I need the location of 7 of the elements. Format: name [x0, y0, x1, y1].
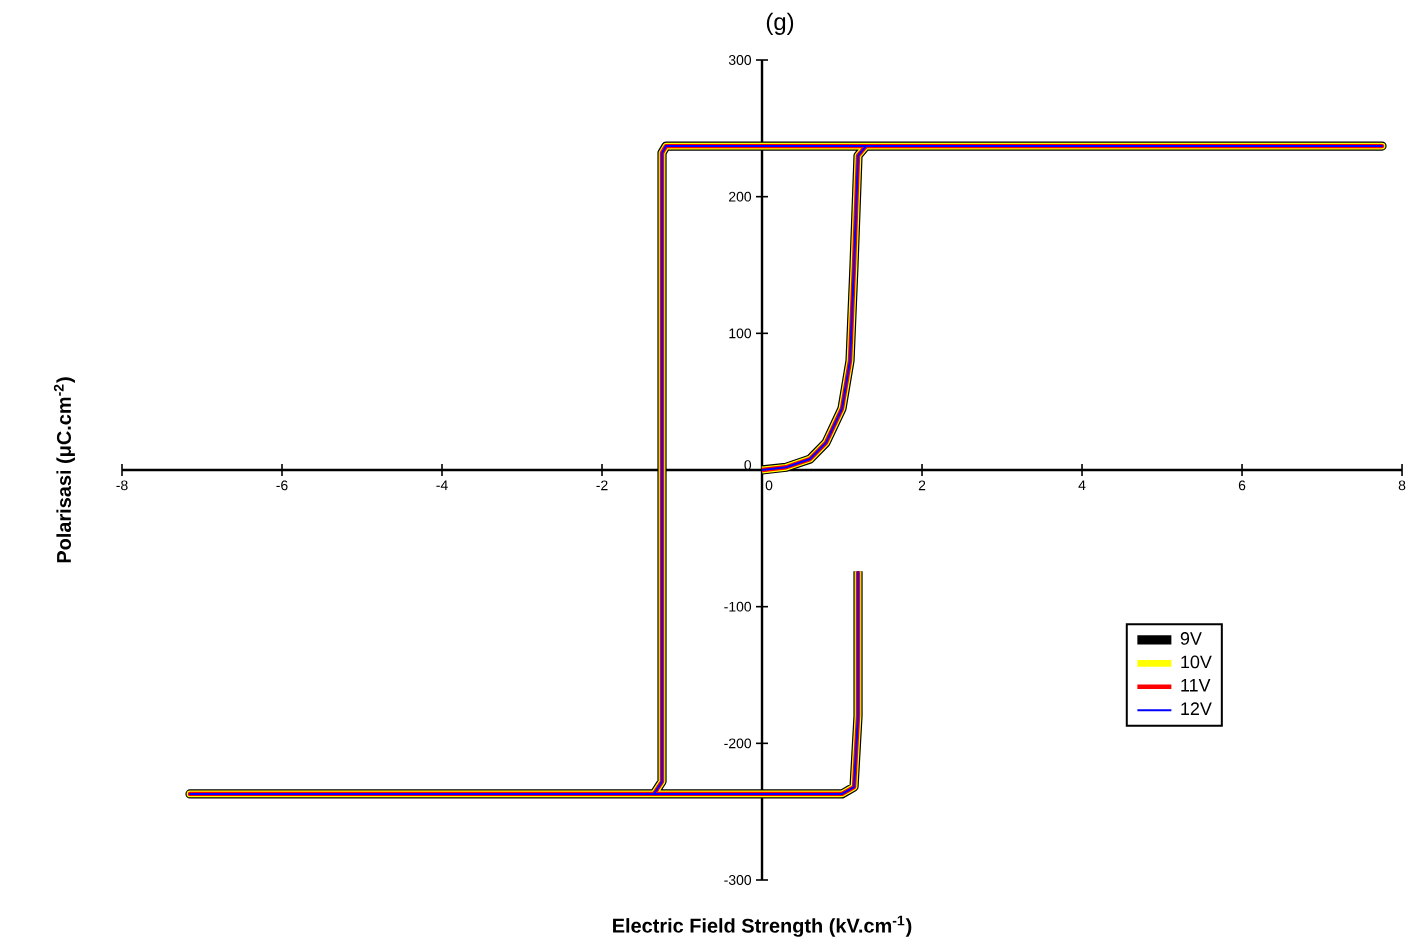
legend-label: 10V	[1181, 655, 1212, 669]
chart-title: (g)	[766, 12, 794, 35]
legend-label: 9V	[1180, 632, 1202, 645]
y-axis-title: Polarisasi (μC.cm$^{-2}$)	[53, 377, 75, 563]
legend-label: 12V	[1181, 702, 1212, 715]
legend-label: 11V	[1181, 679, 1211, 692]
x-axis-title: Electric Field Strength (kV.cm$^{-1}$)	[613, 915, 912, 937]
